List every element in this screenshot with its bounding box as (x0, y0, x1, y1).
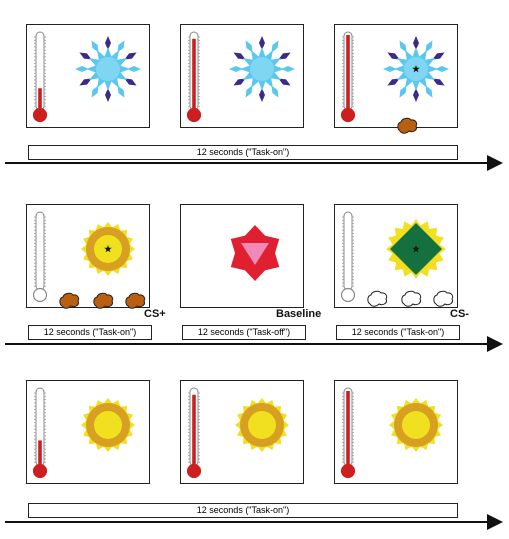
timeline-arrow (5, 343, 487, 346)
snowflake-icon (229, 36, 295, 102)
rating-bubble-icon (59, 292, 80, 309)
panel-row1-col3 (334, 24, 458, 128)
thermometer-icon (341, 387, 355, 479)
thermometer-icon (341, 31, 355, 123)
timeline-arrow (5, 162, 487, 165)
cs-plus-label: CS+ (144, 308, 166, 320)
sun-star-icon (81, 222, 135, 276)
baseline-label: Baseline (276, 308, 322, 320)
arrowhead-icon (487, 336, 503, 352)
duration-label: 12 seconds ("Task-on") (28, 325, 152, 340)
rating-bubble-icon (93, 292, 114, 309)
panel-row3-col2 (180, 380, 304, 484)
thermometer-icon (33, 31, 47, 123)
rating-bubble-icon (367, 290, 388, 307)
duration-label: 12 seconds ("Task-off") (182, 325, 306, 340)
thermometer-icon (33, 211, 47, 303)
triangle-icon (230, 225, 280, 281)
panel-row1-col1 (26, 24, 150, 128)
thermometer-icon (341, 211, 355, 303)
arrowhead-icon (487, 155, 503, 171)
duration-label: 12 seconds ("Task-on") (28, 145, 458, 160)
sun-icon (81, 398, 135, 452)
rating-bubble-icon (433, 290, 454, 307)
arrowhead-icon (487, 514, 503, 530)
cs-minus-label: CS- (450, 308, 469, 320)
snowflake-star-icon (383, 36, 449, 102)
sun-icon (389, 398, 443, 452)
sun-icon (235, 398, 289, 452)
duration-label: 12 seconds ("Task-on") (336, 325, 460, 340)
diamond-icon (386, 219, 446, 279)
panel-row2-col2 (180, 204, 304, 308)
thermometer-icon (187, 31, 201, 123)
timeline-arrow (5, 521, 487, 524)
rating-bubble-icon (401, 290, 422, 307)
snowflake-icon (75, 36, 141, 102)
panel-row3-col3 (334, 380, 458, 484)
panel-row1-col2 (180, 24, 304, 128)
thermometer-icon (33, 387, 47, 479)
panel-row2-col3 (334, 204, 458, 308)
duration-label: 12 seconds ("Task-on") (28, 503, 458, 518)
panel-row3-col1 (26, 380, 150, 484)
thermometer-icon (187, 387, 201, 479)
panel-row2-col1 (26, 204, 150, 308)
rating-bubble-icon (125, 292, 146, 309)
rating-bubble-icon (397, 117, 418, 134)
